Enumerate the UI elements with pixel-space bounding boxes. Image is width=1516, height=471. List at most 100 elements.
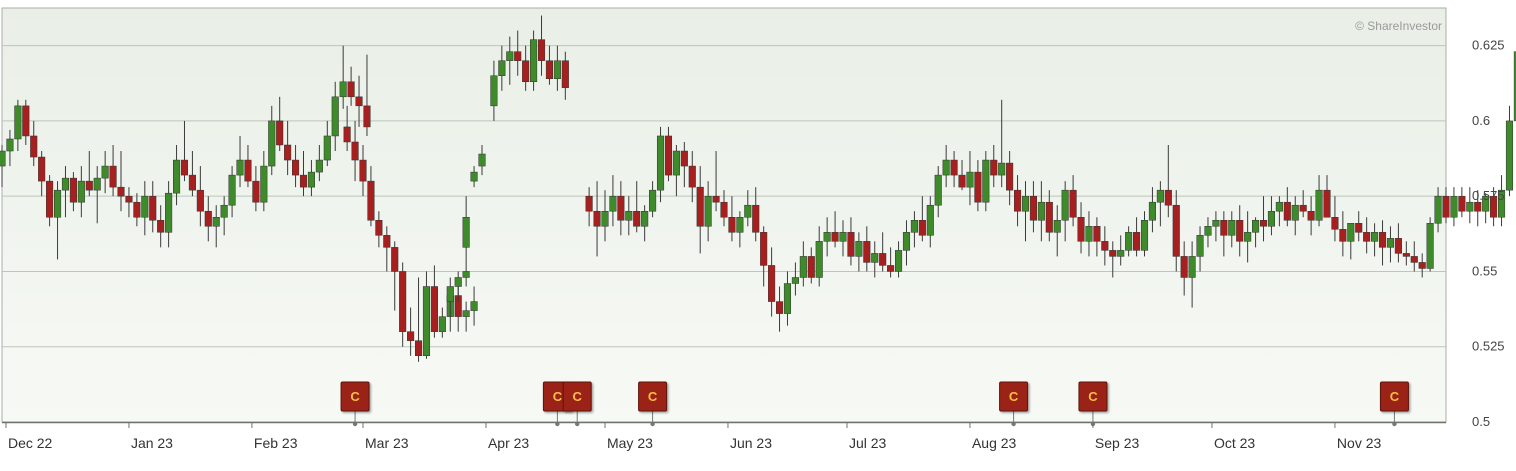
- candle: [478, 144, 486, 176]
- candle-body: [1331, 217, 1339, 230]
- candle-body: [1069, 189, 1077, 218]
- candle: [982, 151, 990, 212]
- candle-body: [1006, 162, 1014, 191]
- candle: [998, 99, 1006, 188]
- y-tick-label: 0.5: [1472, 414, 1490, 429]
- candle: [470, 286, 478, 326]
- candle: [720, 190, 728, 227]
- candle-body: [696, 186, 704, 227]
- candle: [1148, 187, 1156, 233]
- candle-body: [77, 180, 85, 203]
- candle: [77, 166, 85, 218]
- candle: [807, 247, 815, 284]
- candle-body: [422, 286, 431, 357]
- candle-body: [855, 241, 863, 257]
- candle: [879, 232, 887, 272]
- candle-body: [375, 220, 383, 236]
- candle-body: [93, 177, 101, 191]
- x-tick-label: Feb 23: [254, 435, 298, 451]
- candle-body: [343, 126, 351, 143]
- candle-body: [1053, 220, 1061, 233]
- candle-body: [1355, 223, 1363, 233]
- candle-body: [1188, 256, 1196, 278]
- candle: [641, 205, 649, 242]
- candle: [1466, 187, 1474, 224]
- candle-body: [1164, 189, 1172, 206]
- marker-box: [638, 381, 668, 412]
- candle: [1053, 205, 1061, 257]
- candle-body: [498, 60, 506, 76]
- x-tick-label: May 23: [607, 435, 653, 451]
- candle-body: [157, 220, 165, 233]
- candle: [355, 75, 363, 127]
- candle-body: [188, 174, 196, 191]
- candle-body: [704, 195, 712, 227]
- candle: [383, 226, 391, 272]
- candle: [672, 144, 680, 197]
- candle: [545, 45, 554, 85]
- candle-body: [1474, 201, 1482, 212]
- candle-body: [545, 60, 554, 80]
- candle-body: [307, 171, 315, 188]
- candle-body: [656, 135, 665, 191]
- candle: [1236, 205, 1244, 257]
- candle-body: [85, 180, 93, 191]
- candle: [1505, 105, 1514, 197]
- candle-body: [1109, 250, 1117, 257]
- candle: [990, 144, 998, 188]
- candle-body: [0, 150, 6, 167]
- candle: [93, 166, 101, 224]
- candle: [462, 196, 470, 257]
- candle: [1172, 190, 1180, 272]
- candle: [855, 232, 863, 272]
- candle-body: [462, 271, 470, 278]
- candle-body: [470, 171, 478, 182]
- candle: [728, 196, 736, 242]
- candle-body: [101, 165, 109, 179]
- candle: [1140, 211, 1149, 257]
- candle-body: [53, 189, 62, 218]
- candle: [133, 193, 141, 227]
- candle-body: [561, 60, 569, 89]
- candle: [704, 181, 712, 242]
- candle: [966, 151, 974, 206]
- candle: [1442, 187, 1450, 224]
- candle: [180, 120, 189, 182]
- x-tick-label: Jun 23: [730, 435, 772, 451]
- candle-body: [974, 171, 982, 203]
- candle-body: [553, 60, 561, 80]
- candle: [902, 220, 911, 266]
- marker-label: C: [1088, 389, 1098, 404]
- candle: [1069, 175, 1077, 227]
- candle-body: [117, 186, 125, 197]
- candle-body: [728, 217, 736, 233]
- candle-body: [478, 153, 486, 167]
- marker-box: [1379, 381, 1409, 412]
- candle-body: [1402, 253, 1410, 257]
- candle: [391, 241, 399, 311]
- candle: [343, 105, 351, 152]
- candle: [307, 160, 315, 197]
- candle: [1045, 190, 1053, 242]
- candle-body: [284, 144, 292, 161]
- candle-body: [454, 277, 462, 287]
- candle-body: [720, 201, 728, 218]
- candle: [537, 15, 546, 76]
- candle-body: [1236, 220, 1244, 242]
- candle-body: [712, 195, 720, 203]
- candle: [1029, 181, 1037, 233]
- candle-body: [1386, 238, 1395, 248]
- candle: [1212, 211, 1220, 242]
- candle: [1355, 211, 1363, 242]
- x-axis: Dec 22 Jan 23 Feb 23 Mar 23 Apr 23 May 23 Jun …: [5, 422, 1381, 451]
- candle: [276, 96, 284, 152]
- candle-body: [617, 195, 625, 221]
- candle-body: [268, 120, 276, 167]
- candle: [38, 151, 46, 197]
- candle: [1458, 187, 1466, 218]
- candle-body: [1426, 223, 1434, 269]
- corporate-action-marker: C: [1078, 381, 1108, 427]
- candle: [6, 129, 14, 167]
- candle-body: [109, 165, 117, 188]
